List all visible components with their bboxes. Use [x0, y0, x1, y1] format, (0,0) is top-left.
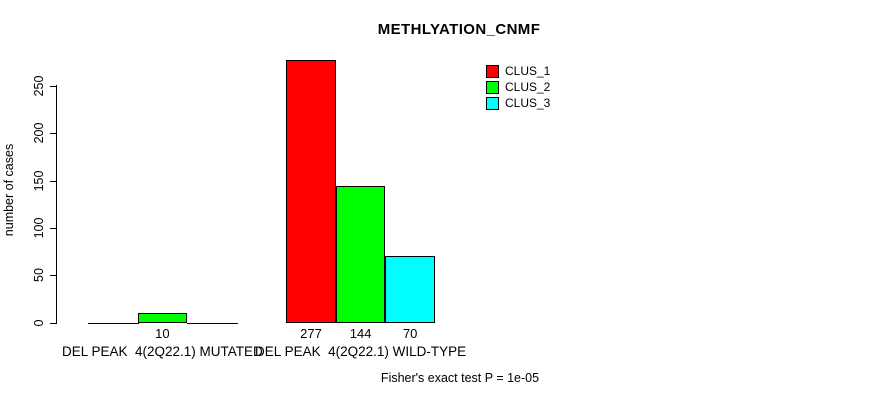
y-axis-tick: [50, 133, 57, 135]
y-axis-line: [56, 85, 57, 324]
legend-label: CLUS_2: [505, 80, 551, 94]
bar-value-label: 277: [300, 326, 322, 341]
bar-clus_2: [335, 186, 386, 324]
chart-title: METHLYATION_CNMF: [377, 21, 541, 38]
y-axis-tick-label: 0: [32, 319, 46, 326]
zero-height-bar-clus_1: [88, 322, 139, 324]
bar-clus_1: [286, 60, 336, 324]
y-axis-title: number of cases: [2, 143, 16, 237]
zero-height-bar-clus_3: [187, 322, 238, 324]
fisher-test-caption: Fisher's exact test P = 1e-05: [380, 371, 540, 385]
bar-clus_2: [137, 313, 188, 324]
y-axis-tick-label: 250: [32, 75, 46, 97]
x-category-label: DEL PEAK 4(2Q22.1) MUTATED: [61, 344, 263, 359]
legend-swatch-clus_1: [486, 64, 499, 78]
legend-label: CLUS_3: [505, 96, 551, 110]
legend-label: CLUS_1: [505, 64, 551, 78]
y-axis-tick: [50, 86, 57, 87]
y-axis-tick: [50, 227, 57, 229]
legend-swatch-clus_3: [486, 96, 499, 110]
bar-clus_3: [385, 256, 435, 324]
legend-item: CLUS_2: [486, 79, 550, 95]
y-axis-tick-label: 150: [32, 170, 46, 192]
y-axis-tick-label: 100: [32, 217, 46, 239]
x-category-label: DEL PEAK 4(2Q22.1) WILD-TYPE: [255, 344, 467, 359]
y-axis-tick-label: 50: [32, 268, 46, 283]
legend-item: CLUS_3: [486, 95, 550, 111]
bar-value-label: 144: [349, 326, 372, 341]
legend: CLUS_1 CLUS_2 CLUS_3: [486, 63, 550, 111]
y-axis-tick: [50, 275, 57, 277]
y-axis-tick: [50, 180, 57, 182]
legend-item: CLUS_1: [486, 63, 550, 79]
y-axis-tick-label: 200: [32, 122, 46, 144]
y-axis-tick: [50, 322, 57, 324]
bar-value-label: 70: [402, 326, 418, 341]
legend-swatch-clus_2: [486, 80, 499, 94]
bar-value-label: 10: [155, 326, 170, 341]
